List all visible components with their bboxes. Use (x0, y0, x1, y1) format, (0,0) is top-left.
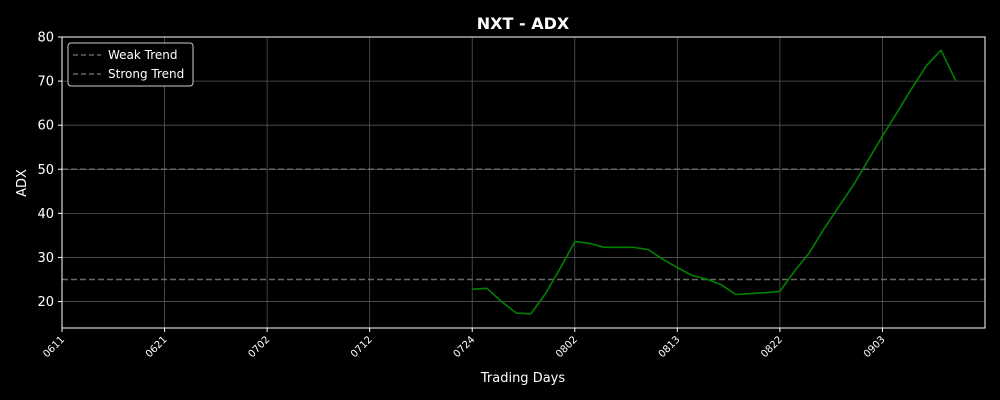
y-tick-label: 30 (37, 251, 54, 266)
series-lines (472, 49, 957, 315)
y-tick-label: 40 (37, 207, 54, 222)
legend-label-strong-trend: Strong Trend (108, 67, 184, 81)
legend-box (67, 42, 194, 87)
chart-title: NXT - ADX (477, 14, 570, 33)
y-axis-ticks: 20 30 40 50 60 70 80 (37, 31, 62, 310)
x-axis-label: Trading Days (480, 371, 565, 386)
reference-lines (62, 168, 985, 281)
x-tick-label: 0702 (246, 334, 272, 360)
y-tick-label: 20 (37, 295, 54, 310)
x-tick-label: 0621 (144, 334, 170, 360)
y-axis-label: ADX (15, 169, 30, 197)
y-tick-label: 80 (37, 31, 54, 46)
y-tick-label: 60 (37, 119, 54, 134)
grid (61, 36, 985, 328)
legend: Weak Trend Strong Trend (67, 42, 194, 87)
x-tick-label: 0903 (862, 334, 888, 360)
x-tick-label: 0813 (657, 334, 683, 360)
y-tick-label: 70 (37, 75, 54, 90)
adx-series-line (472, 49, 957, 315)
y-tick-label: 50 (37, 163, 54, 178)
plot-frame (61, 36, 986, 329)
x-tick-label: 0724 (452, 334, 478, 360)
legend-label-weak-trend: Weak Trend (108, 48, 178, 62)
x-tick-label: 0712 (349, 334, 375, 360)
x-tick-label: 0822 (759, 334, 785, 360)
x-tick-label: 0802 (554, 334, 580, 360)
x-axis-ticks: 0611 0621 0702 0712 0724 0802 0813 0822 0903 (41, 328, 888, 360)
x-tick-label: 0611 (41, 334, 67, 360)
